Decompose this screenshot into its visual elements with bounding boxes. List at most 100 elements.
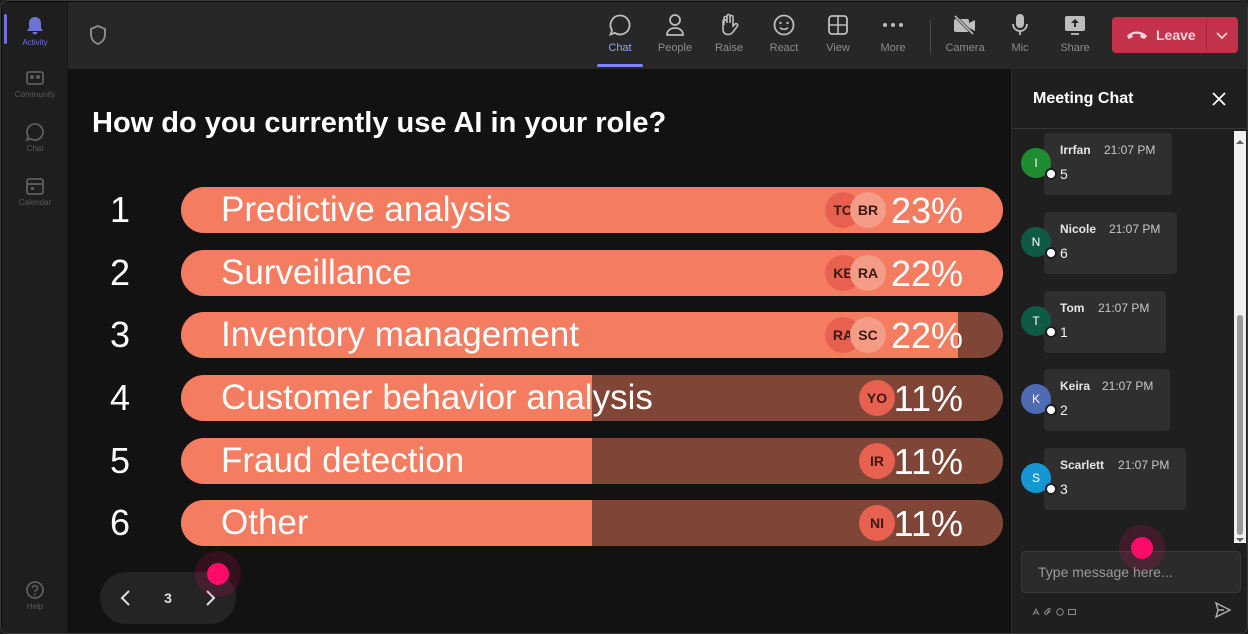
message-bubble: Irrfan 21:07 PM 5 <box>1044 133 1172 195</box>
chat-message[interactable]: Nicole 21:07 PM 6 N <box>1012 212 1242 276</box>
rail-item-calendar[interactable]: Calendar <box>2 168 68 214</box>
app-rail: Activity Community Chat Calendar Help <box>2 2 68 633</box>
chevron-left-icon[interactable] <box>116 588 136 608</box>
view-button[interactable]: View <box>813 12 863 62</box>
more-label: More <box>880 42 906 54</box>
calendar-icon <box>25 176 45 196</box>
person-icon <box>662 12 688 38</box>
shield-icon[interactable] <box>88 24 108 46</box>
poll-option-bar[interactable]: Other NI 11% <box>181 500 1003 546</box>
message-bubble: Scarlett 21:07 PM 3 <box>1044 448 1186 510</box>
poll-option-bar[interactable]: Inventory management RA SC 22% <box>181 312 1003 358</box>
option-percent: 11% <box>893 378 963 419</box>
camera-button[interactable]: Camera <box>940 12 990 62</box>
voter-avatar: SC <box>850 317 886 353</box>
format-icon[interactable] <box>1032 603 1040 616</box>
option-number: 3 <box>109 314 131 355</box>
community-icon <box>25 68 45 88</box>
chat-label: Chat <box>608 42 632 54</box>
send-icon[interactable] <box>1214 601 1232 619</box>
raise-hand-button[interactable]: Raise <box>704 12 754 62</box>
message-author: Irrfan <box>1060 143 1091 157</box>
option-label: Fraud detection <box>221 441 465 480</box>
message-time: 21:07 PM <box>1104 143 1156 157</box>
chat-message[interactable]: Tom 21:07 PM 1 T <box>1012 291 1242 355</box>
poll-option-bar[interactable]: Customer behavior analysis YO 11% <box>181 375 1003 421</box>
rail-item-chat[interactable]: Chat <box>2 114 68 160</box>
rail-active-indicator <box>4 14 7 44</box>
message-composer <box>1021 551 1241 593</box>
presence-status-icon <box>1045 326 1057 338</box>
close-icon[interactable] <box>1211 91 1227 107</box>
message-time: 21:07 PM <box>1102 379 1154 393</box>
leave-button[interactable]: Leave <box>1112 17 1238 53</box>
scroll-down-icon[interactable] <box>1236 531 1244 542</box>
presence-status-icon <box>1045 404 1057 416</box>
chat-message[interactable]: Scarlett 21:07 PM 3 S <box>1012 448 1242 512</box>
voter-avatar: NI <box>859 505 895 541</box>
hand-icon <box>716 12 742 38</box>
emoji-icon[interactable] <box>1056 603 1064 616</box>
chat-title: Meeting Chat <box>1033 90 1134 107</box>
rail-label: Chat <box>26 143 44 153</box>
voter-avatar: RA <box>850 255 886 291</box>
presence-status-icon <box>1045 168 1057 180</box>
option-percent: 22% <box>890 315 963 356</box>
chat-icon <box>607 12 633 38</box>
rail-item-help[interactable]: Help <box>2 572 68 618</box>
option-label: Inventory management <box>221 315 579 354</box>
grid-icon <box>825 12 851 38</box>
option-fill <box>181 500 592 546</box>
help-icon <box>25 580 45 600</box>
message-bubble: Keira 21:07 PM 2 <box>1044 369 1170 431</box>
chat-button[interactable]: Chat <box>595 12 645 62</box>
react-button[interactable]: React <box>759 12 809 62</box>
message-input[interactable] <box>1022 552 1240 592</box>
raise-label: Raise <box>714 42 744 54</box>
poll-option-bar[interactable]: Surveillance KE RA 22% <box>181 250 1003 296</box>
poll-option-bar[interactable]: Fraud detection IR 11% <box>181 438 1003 484</box>
chat-message[interactable]: Keira 21:07 PM 2 K <box>1012 369 1242 433</box>
message-author: Scarlett <box>1060 458 1105 472</box>
gif-icon[interactable] <box>1068 603 1076 615</box>
message-body: 6 <box>1060 245 1068 261</box>
option-number: 5 <box>109 440 131 481</box>
message-body: 3 <box>1060 481 1068 497</box>
leave-divider <box>1206 17 1207 53</box>
chevron-right-icon[interactable] <box>200 588 220 608</box>
share-label: Share <box>1060 42 1090 54</box>
people-button[interactable]: People <box>650 12 700 62</box>
mic-button[interactable]: Mic <box>995 12 1045 62</box>
share-button[interactable]: Share <box>1050 12 1100 62</box>
camera-off-icon <box>952 12 978 38</box>
hang-up-icon <box>1126 28 1148 42</box>
page-number: 3 <box>164 590 172 606</box>
message-body: 1 <box>1060 324 1068 340</box>
react-label: React <box>769 42 799 54</box>
scroll-up-icon[interactable] <box>1236 133 1244 144</box>
more-button[interactable]: More <box>868 12 918 62</box>
format-toolbar <box>1032 603 1076 616</box>
poll-option-bar[interactable]: Predictive analysis TO BR 23% <box>181 187 1003 233</box>
chat-message[interactable]: Irrfan 21:07 PM 5 I <box>1012 133 1242 197</box>
option-fill <box>181 438 592 484</box>
rail-item-community[interactable]: Community <box>2 60 68 106</box>
option-percent: 11% <box>893 441 963 482</box>
option-label: Predictive analysis <box>221 190 511 229</box>
rail-label: Calendar <box>18 197 52 207</box>
message-time: 21:07 PM <box>1098 301 1150 315</box>
message-time: 21:07 PM <box>1109 222 1161 236</box>
message-body: 2 <box>1060 402 1068 418</box>
meeting-toolbar: Chat People Raise React View More Camera <box>68 2 1247 69</box>
rail-item-activity[interactable]: Activity <box>2 8 68 54</box>
chat-active-indicator <box>597 64 643 67</box>
chevron-down-icon[interactable] <box>1214 27 1230 43</box>
chat-scroll-thumb[interactable] <box>1237 315 1243 535</box>
toolbar-divider <box>930 20 931 54</box>
cursor-indicator <box>207 563 229 585</box>
option-label: Customer behavior analysis <box>221 378 653 417</box>
attach-icon[interactable] <box>1044 603 1052 615</box>
smiley-icon <box>771 12 797 38</box>
